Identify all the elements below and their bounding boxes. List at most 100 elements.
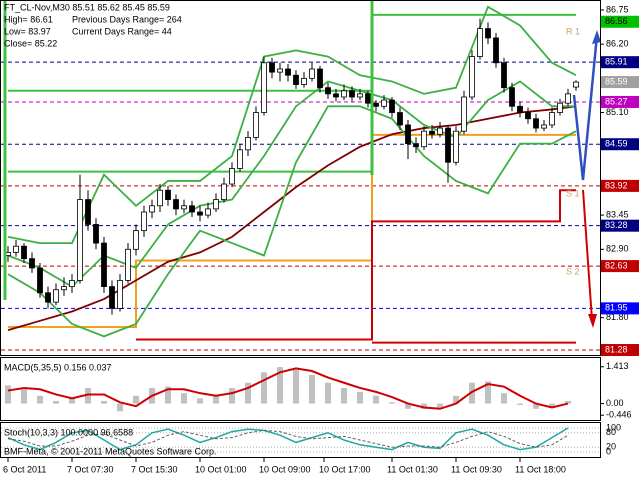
candle-body — [477, 28, 483, 57]
candle-body — [149, 205, 155, 213]
main-frame — [0, 0, 601, 356]
candle-body — [69, 279, 75, 288]
candle-body — [525, 112, 531, 120]
level-label: 84.59 — [605, 139, 628, 149]
macd-bar — [245, 382, 251, 404]
candle-body — [445, 127, 451, 163]
level-box — [601, 344, 639, 357]
macd-bar — [309, 374, 315, 404]
macd-bar — [421, 403, 427, 409]
macd-bar — [277, 367, 283, 404]
candle-body — [365, 93, 371, 104]
x-tick-label: 11 Oct 01:30 — [387, 464, 438, 474]
macd-bar — [133, 395, 139, 404]
stoch-signal — [7, 429, 569, 448]
candle-body — [357, 93, 363, 98]
macd-frame — [0, 357, 601, 421]
level-label: 83.92 — [605, 180, 628, 190]
candle-body — [85, 199, 91, 225]
level-box — [601, 95, 639, 108]
forecast-arrow-down — [582, 189, 593, 321]
candle-body — [405, 124, 411, 145]
candle-body — [205, 208, 211, 216]
macd-bar — [85, 387, 91, 404]
candle-body — [21, 245, 27, 260]
candle-body — [429, 130, 435, 135]
macd-bar — [389, 402, 395, 404]
candle-body — [221, 183, 227, 200]
indicator-line — [7, 105, 577, 338]
level-label: 81.95 — [605, 303, 628, 313]
y-tick-label: -0.446 — [606, 410, 632, 420]
candle-body — [93, 224, 99, 244]
candle-body — [301, 77, 307, 85]
macd-bar — [165, 386, 171, 404]
candle-body — [397, 112, 403, 126]
candle-body — [421, 130, 427, 148]
candle-body — [253, 112, 259, 138]
macd-bar — [517, 403, 523, 405]
level-label: 85.27 — [605, 96, 628, 106]
macd-bar — [229, 387, 235, 404]
pivot-label: S 2 — [566, 266, 580, 276]
x-tick-label: 6 Oct 2011 — [3, 464, 46, 474]
candle-body — [125, 248, 131, 281]
x-tick-label: 7 Oct 07:30 — [67, 464, 114, 474]
candle-body — [269, 62, 275, 73]
candle-body — [261, 62, 267, 113]
macd-bar — [37, 395, 43, 404]
candle-body — [493, 37, 499, 64]
candle-body — [101, 242, 107, 288]
stoch-frame — [0, 422, 601, 458]
y-tick-label: 20 — [606, 442, 616, 452]
level-box — [601, 260, 639, 273]
macd-bar — [101, 400, 107, 404]
y-tick-label: 85.10 — [606, 107, 629, 117]
y-tick-label: 86.75 — [606, 4, 629, 14]
level-box — [601, 179, 639, 192]
candle-body — [317, 68, 323, 89]
macd-bar — [293, 369, 299, 404]
candle-body — [349, 90, 355, 98]
chart-title: FT_CL-Nov,M30 85.51 85.62 85.45 85.59 — [4, 2, 170, 12]
info: Previous Days Range= 264 — [72, 14, 182, 24]
level-box — [601, 56, 639, 69]
arrowhead — [588, 314, 597, 328]
macd-bar — [501, 393, 507, 404]
indicator-line — [7, 105, 577, 331]
macd-bar — [549, 403, 555, 408]
candle-body — [557, 102, 563, 113]
candle-body — [381, 99, 387, 107]
candle-body — [309, 68, 315, 79]
candle-body — [197, 211, 203, 216]
macd-bar — [485, 381, 491, 404]
candle-body — [229, 168, 235, 185]
candle-body — [133, 230, 139, 250]
info: Low= 83.97 — [4, 26, 51, 36]
macd-signal — [7, 367, 569, 410]
candle-body — [293, 74, 299, 85]
macd-bar — [181, 393, 187, 404]
macd-bar — [69, 398, 75, 404]
info: Current Days Range= 44 — [72, 26, 172, 36]
macd-bar — [21, 389, 27, 404]
macd-bar — [53, 400, 59, 404]
stoch-label: Stoch(10,3,3) 100.0000 96.6588 — [4, 427, 133, 437]
plot-area — [1, 5, 600, 453]
candle-body — [509, 87, 515, 107]
candle-body — [461, 96, 467, 132]
y-tick-label: 80 — [606, 427, 616, 437]
macd-bar — [373, 395, 379, 404]
macd-bar — [341, 387, 347, 404]
candle-body — [77, 199, 83, 281]
candle-body — [333, 93, 339, 98]
x-tick-label: 10 Oct 17:00 — [319, 464, 371, 474]
y-tick-label: 82.90 — [606, 244, 629, 254]
x-tick-label: 11 Oct 09:30 — [451, 464, 502, 474]
candle-body — [53, 289, 59, 303]
candle-body — [437, 127, 443, 135]
level-label: 86.56 — [605, 16, 628, 26]
candle-body — [549, 112, 555, 126]
candle-body — [29, 258, 35, 269]
level-label: 85.91 — [605, 57, 628, 67]
